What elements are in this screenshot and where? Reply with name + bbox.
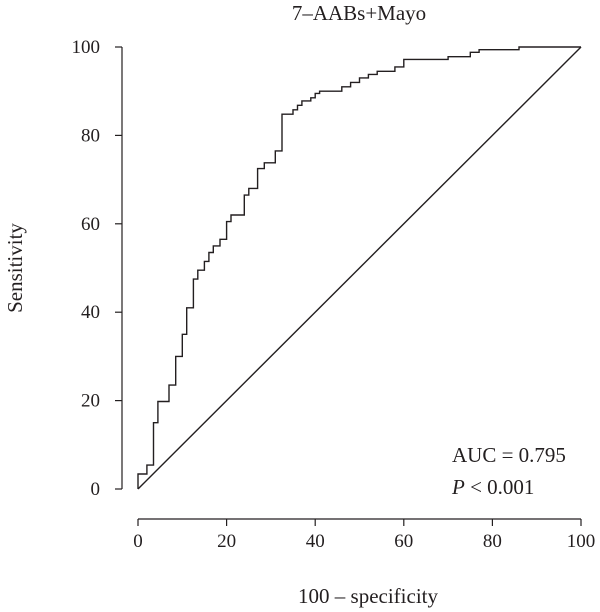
roc-curve (137, 46, 581, 489)
x-tick-label: 40 (306, 531, 325, 552)
y-axis-label: Sensitivity (3, 223, 27, 313)
y-tick-label: 60 (81, 214, 100, 235)
chart-title: 7–AABs+Mayo (292, 1, 426, 25)
y-tick-label: 100 (72, 37, 101, 58)
x-axis-label: 100 – specificity (298, 584, 438, 608)
x-tick-label: 100 (567, 531, 596, 552)
auc-annotation: AUC = 0.795 (452, 443, 566, 467)
p-value-letter: P (451, 475, 465, 499)
y-tick-label: 40 (81, 302, 100, 323)
x-tick-label: 60 (394, 531, 413, 552)
x-tick-label: 20 (217, 531, 236, 552)
y-tick-label: 20 (81, 391, 100, 412)
y-tick-label: 80 (81, 125, 100, 146)
p-value-text: < 0.001 (465, 475, 535, 499)
axis-ticks: 0 20 40 60 80 100 0 20 40 60 80 100 (72, 37, 596, 552)
y-tick-label: 0 (91, 479, 101, 500)
p-value-annotation: P < 0.001 (451, 475, 534, 499)
reference-diagonal (137, 46, 582, 490)
x-tick-label: 80 (483, 531, 502, 552)
x-tick-label: 0 (133, 531, 143, 552)
